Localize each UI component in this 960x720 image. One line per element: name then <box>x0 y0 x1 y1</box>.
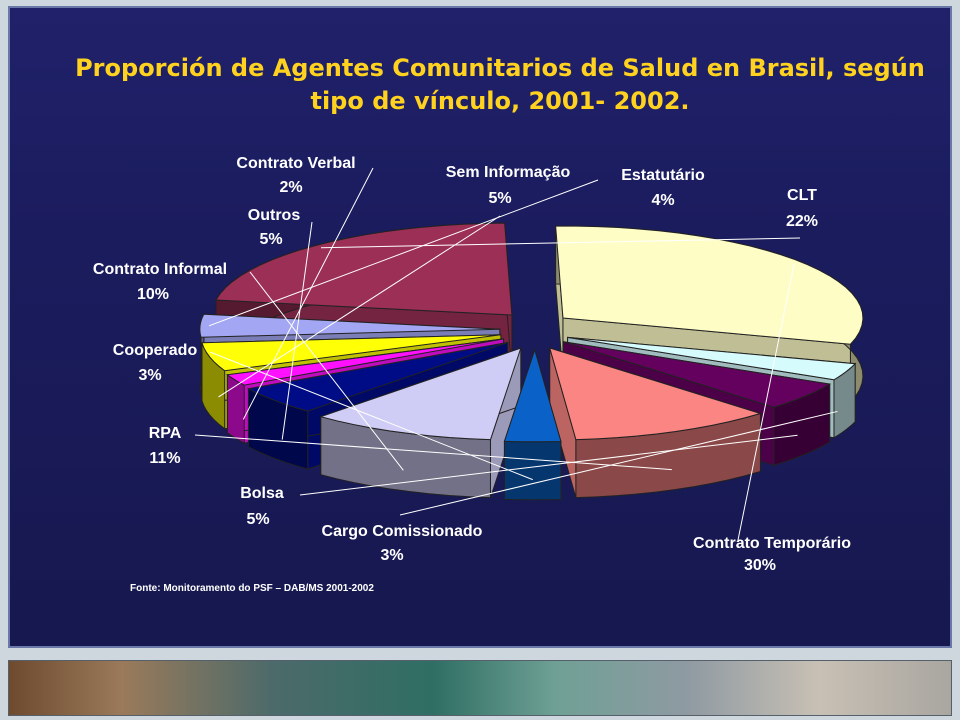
value-cargo-comissionado: 3% <box>380 547 403 564</box>
leader-lines <box>194 167 838 541</box>
slice-labels: Estatutário 4% CLT 22% Contrato Temporário 30… <box>93 155 851 574</box>
leader-contrato-temporario <box>737 263 795 541</box>
leader-outros <box>281 221 313 440</box>
label-contrato-informal: Contrato Informal <box>93 261 227 278</box>
slice-bolsa-top <box>563 341 832 408</box>
slice-rpa-top <box>549 347 763 441</box>
label-estatutario: Estatutário <box>621 167 705 184</box>
slide-title: Proporción de Agentes Comunitarios de Sa… <box>75 54 925 115</box>
slice-rpa <box>549 347 763 499</box>
value-bolsa: 5% <box>246 511 269 528</box>
leader-contrato-verbal <box>242 167 374 420</box>
value-contrato-temporario: 30% <box>744 557 776 574</box>
leader-contrato-informal <box>249 271 404 471</box>
slice-sem-informacao-top <box>201 334 501 372</box>
slice-contrato-verbal-side <box>226 373 245 444</box>
source-note: Fonte: Monitoramento do PSF – DAB/MS 200… <box>130 583 374 594</box>
leader-estatutario <box>208 179 599 327</box>
label-cooperado: Cooperado <box>113 342 198 359</box>
leader-cooperado <box>209 351 533 481</box>
label-clt: CLT <box>787 187 817 204</box>
label-contrato-temporario: Contrato Temporário <box>693 535 851 552</box>
slice-outros-top <box>246 342 508 412</box>
leader-clt <box>320 237 801 249</box>
slice-contrato-verbal-top <box>226 338 504 386</box>
slice-clt-top <box>215 222 513 316</box>
slice-contrato-temporario-top <box>555 225 864 345</box>
value-estatutario: 4% <box>651 192 674 209</box>
leader-bolsa <box>299 434 798 496</box>
leader-rpa <box>194 434 672 471</box>
leader-cargo-comissionado <box>399 410 838 516</box>
value-clt: 22% <box>786 213 818 230</box>
label-rpa: RPA <box>149 425 182 442</box>
pie-slices <box>199 222 864 501</box>
label-bolsa: Bolsa <box>240 485 284 502</box>
slice-cooperado-side <box>503 440 562 501</box>
footer-photo-strip <box>8 660 952 716</box>
slice-estatutario-top <box>199 313 500 338</box>
slice-cooperado <box>503 348 562 501</box>
leader-sem-informacao <box>218 215 501 398</box>
slice-contrato-informal-top <box>319 347 522 441</box>
slice-cargo-comissionado-top <box>567 336 857 381</box>
slice-cooperado-top <box>503 348 562 443</box>
value-rpa: 11% <box>149 450 180 467</box>
value-outros: 5% <box>259 231 282 248</box>
label-sem-informacao: Sem Informação <box>446 164 571 181</box>
label-cargo-comissionado: Cargo Comissionado <box>322 523 483 540</box>
value-contrato-verbal: 2% <box>279 179 302 196</box>
value-cooperado: 3% <box>138 367 161 384</box>
label-outros: Outros <box>248 207 301 224</box>
value-contrato-informal: 10% <box>137 286 169 303</box>
value-sem-informacao: 5% <box>488 190 511 207</box>
label-contrato-verbal: Contrato Verbal <box>236 155 355 172</box>
